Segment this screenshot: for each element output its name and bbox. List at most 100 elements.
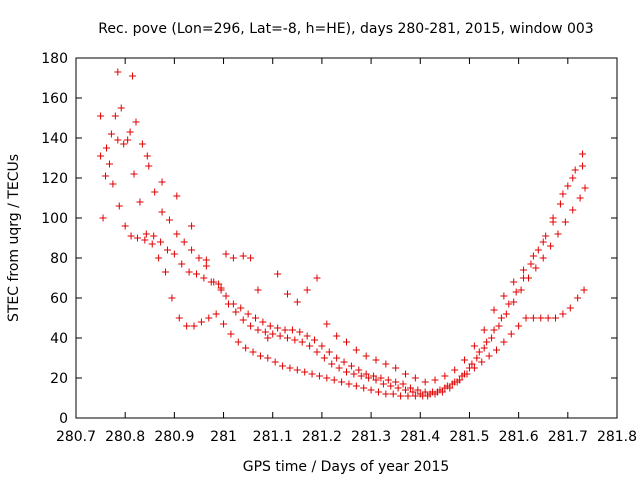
data-point [389, 390, 397, 398]
data-point [207, 278, 215, 286]
data-point [141, 236, 149, 244]
data-point [259, 318, 267, 326]
data-point [120, 140, 128, 148]
data-point [537, 314, 545, 322]
data-point [443, 382, 451, 390]
data-point [222, 292, 230, 300]
data-point [173, 230, 181, 238]
data-point [382, 390, 390, 398]
data-point [276, 332, 284, 340]
data-point [138, 140, 146, 148]
data-point [200, 274, 208, 282]
data-point [178, 260, 186, 268]
data-point [145, 162, 153, 170]
data-point [143, 152, 151, 160]
data-point [505, 300, 513, 308]
data-point [157, 238, 165, 246]
y-tick-label: 180 [41, 51, 68, 67]
data-point [158, 208, 166, 216]
y-tick-label: 40 [50, 331, 68, 347]
data-point [239, 252, 247, 260]
data-point [554, 230, 562, 238]
data-point [261, 328, 269, 336]
data-point [579, 150, 587, 158]
data-point [237, 304, 245, 312]
data-point [495, 322, 503, 330]
data-point [409, 388, 417, 396]
data-point [365, 374, 373, 382]
data-point [107, 130, 115, 138]
data-point [333, 354, 341, 362]
data-point [215, 280, 223, 288]
data-point [234, 338, 242, 346]
data-point [165, 216, 173, 224]
y-tick-label: 60 [50, 291, 68, 307]
data-point [517, 286, 525, 294]
data-point [374, 388, 382, 396]
data-point [490, 306, 498, 314]
data-point [512, 288, 520, 296]
data-point [202, 256, 210, 264]
x-axis: 280.7 280.8 280.9 281 281.1 281.2 281.3 281.4 28… [56, 58, 637, 445]
data-point [197, 318, 205, 326]
data-point [188, 222, 196, 230]
x-tick-label: 281 [210, 429, 237, 445]
data-point [320, 354, 328, 362]
data-point [579, 162, 587, 170]
data-point [529, 252, 537, 260]
data-point [564, 182, 572, 190]
data-point [271, 358, 279, 366]
data-point [338, 378, 346, 386]
data-point [399, 380, 407, 388]
x-tick-label: 280.9 [154, 429, 194, 445]
data-point [497, 314, 505, 322]
data-point [534, 246, 542, 254]
data-point [313, 348, 321, 356]
data-point [350, 370, 358, 378]
data-point [188, 246, 196, 254]
data-point [500, 338, 508, 346]
data-point [212, 310, 220, 318]
data-point [500, 292, 508, 300]
data-points [97, 68, 589, 400]
data-point [311, 336, 319, 344]
data-point [473, 354, 481, 362]
data-point [229, 300, 237, 308]
data-point [247, 322, 255, 330]
y-tick-label: 20 [50, 371, 68, 387]
data-point [372, 356, 380, 364]
data-point [244, 310, 252, 318]
data-point [569, 174, 577, 182]
plot-frame [75, 57, 618, 419]
data-point [217, 284, 225, 292]
data-point [580, 286, 588, 294]
data-point [524, 274, 532, 282]
data-point [556, 200, 564, 208]
data-point [222, 250, 230, 258]
data-point [301, 368, 309, 376]
data-point [574, 294, 582, 302]
data-point [190, 322, 198, 330]
data-point [148, 240, 156, 248]
data-point [333, 332, 341, 340]
data-point [355, 366, 363, 374]
data-point [133, 234, 141, 242]
data-point [195, 254, 203, 262]
x-axis-label: GPS time / Days of year 2015 [243, 459, 450, 475]
data-point [158, 178, 166, 186]
x-tick-label: 280.7 [56, 429, 96, 445]
data-point [330, 376, 338, 384]
data-point [502, 310, 510, 318]
x-tick-label: 281.4 [400, 429, 440, 445]
data-point [229, 254, 237, 262]
data-point [296, 328, 304, 336]
data-point [387, 382, 395, 390]
data-point [343, 368, 350, 376]
data-point [323, 374, 331, 382]
data-point [441, 372, 449, 380]
data-point [185, 268, 193, 276]
data-point [303, 286, 311, 294]
data-point [205, 314, 213, 322]
data-point [402, 370, 410, 378]
data-point [559, 310, 567, 318]
